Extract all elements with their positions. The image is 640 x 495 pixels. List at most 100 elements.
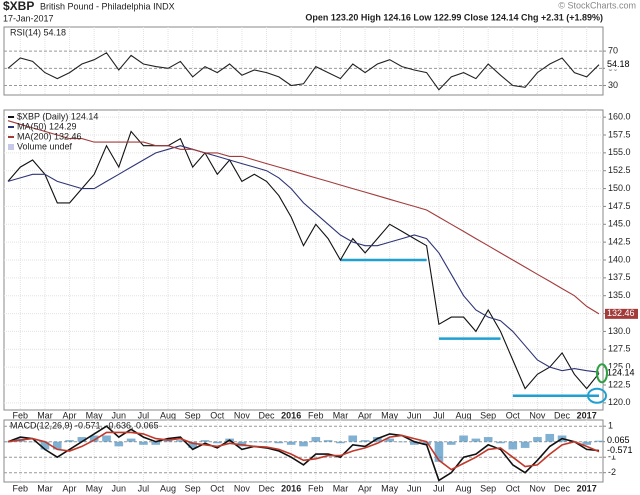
value-tag-label: 54.18 xyxy=(607,59,630,69)
histogram-bar xyxy=(52,441,62,450)
y-tick-label: 140.0 xyxy=(608,254,631,264)
x-tick-label: 2016 xyxy=(281,410,301,420)
x-tick-label: Dec xyxy=(554,410,571,420)
x-tick-label: Jun xyxy=(112,410,127,420)
x-tick-label: Nov xyxy=(234,483,251,493)
y-tick-label: 1 xyxy=(608,421,613,431)
highlight-circle xyxy=(587,387,607,404)
x-tick-label: Dec xyxy=(554,483,571,493)
series-line xyxy=(7,52,600,91)
y-tick-label: 125.0 xyxy=(608,362,631,372)
legend-label: Volume undef xyxy=(17,141,73,151)
y-tick-label: 135.0 xyxy=(608,290,631,300)
x-tick-label: Mar xyxy=(37,410,53,420)
x-tick-label: Sep xyxy=(185,410,201,420)
y-tick-label: 127.5 xyxy=(608,344,631,354)
x-tick-label: Feb xyxy=(13,483,29,493)
histogram-bar xyxy=(3,441,13,443)
legend-label: $XBP (Daily) 124.14 xyxy=(17,111,98,121)
histogram-bar xyxy=(545,433,555,442)
value-tag-label: 124.14 xyxy=(607,368,635,378)
histogram-bar xyxy=(65,440,74,442)
histogram-bar xyxy=(200,440,210,442)
histogram-bar xyxy=(114,441,124,447)
value-tag xyxy=(605,308,638,319)
histogram-bar xyxy=(446,441,456,445)
histogram-bar xyxy=(594,440,604,442)
histogram-bar xyxy=(77,437,87,442)
y-tick-label: 157.5 xyxy=(608,129,631,139)
x-tick-label: 2017 xyxy=(577,483,597,493)
x-tick-label: Dec xyxy=(259,410,276,420)
source: © StockCharts.com xyxy=(558,0,636,10)
x-tick-label: Sep xyxy=(480,410,496,420)
y-tick-label: -2 xyxy=(608,467,616,477)
instrument-name: British Pound - Philadelphia INDX xyxy=(40,1,175,11)
x-tick-label: May xyxy=(86,483,104,493)
x-tick-label: 2017 xyxy=(577,410,597,420)
x-tick-label: Feb xyxy=(13,410,29,420)
histogram-bar xyxy=(348,435,358,442)
x-tick-label: Aug xyxy=(456,483,472,493)
histogram-bar xyxy=(188,441,197,448)
x-tick-label: Nov xyxy=(529,483,546,493)
quote: Open 123.20 High 124.16 Low 122.99 Close… xyxy=(305,12,603,22)
legend-label: MA(50) 124.29 xyxy=(17,121,77,131)
value-tag xyxy=(605,59,638,70)
histogram-bar xyxy=(434,441,444,462)
histogram-bar xyxy=(483,437,493,442)
histogram-bar xyxy=(249,441,259,443)
y-tick-label: 70 xyxy=(608,45,618,55)
panel-title: MACD(12,26,9) -0.571, -0.636, 0.065 xyxy=(10,420,159,430)
histogram-bar xyxy=(508,441,518,450)
x-tick-label: Jul xyxy=(433,410,445,420)
y-tick-label: 130.0 xyxy=(608,326,631,336)
histogram-bar xyxy=(496,441,505,444)
x-tick-label: Aug xyxy=(456,410,472,420)
y-tick-label: 160.0 xyxy=(608,112,631,122)
histogram-bar xyxy=(28,441,37,443)
x-tick-label: Sep xyxy=(185,483,201,493)
x-tick-label: Nov xyxy=(234,410,251,420)
y-tick-label: 145.0 xyxy=(608,219,631,229)
histogram-bar xyxy=(360,440,370,442)
x-tick-label: Feb xyxy=(308,483,324,493)
x-tick-label: Jul xyxy=(138,410,150,420)
x-tick-label: Sep xyxy=(480,483,496,493)
series-line xyxy=(7,425,600,482)
histogram-bar xyxy=(139,441,148,445)
highlight-circle xyxy=(596,363,608,384)
histogram-bar xyxy=(151,441,161,445)
x-tick-label: Apr xyxy=(358,410,372,420)
histogram-bar xyxy=(262,441,271,443)
histogram-bar xyxy=(274,441,284,444)
x-tick-label: Apr xyxy=(63,410,77,420)
panel-frame xyxy=(3,419,604,483)
x-tick-label: Mar xyxy=(333,410,349,420)
histogram-bar xyxy=(213,441,222,444)
x-tick-label: May xyxy=(381,483,399,493)
histogram-bar xyxy=(286,441,296,445)
legend-swatch xyxy=(8,144,14,150)
series-line xyxy=(7,120,600,315)
x-tick-label: Aug xyxy=(160,483,176,493)
series-line xyxy=(7,130,600,390)
value-tag-label: 132.46 xyxy=(607,308,635,318)
x-tick-label: Apr xyxy=(63,483,77,493)
histogram-bar xyxy=(520,441,530,448)
x-tick-label: Jun xyxy=(112,483,127,493)
value-tag-label: 0.065 xyxy=(607,435,630,445)
legend-label: MA(200) 132.46 xyxy=(17,131,82,141)
histogram-bar xyxy=(89,435,99,442)
x-tick-label: Oct xyxy=(210,483,225,493)
value-tag-label: -0.571 xyxy=(607,445,633,455)
y-tick-label: 155.0 xyxy=(608,147,631,157)
histogram-bar xyxy=(336,441,345,444)
histogram-bar xyxy=(410,441,419,445)
value-tag xyxy=(605,368,638,379)
histogram-bar xyxy=(582,441,591,445)
histogram-bar xyxy=(163,440,173,442)
x-tick-label: Jul xyxy=(138,483,150,493)
